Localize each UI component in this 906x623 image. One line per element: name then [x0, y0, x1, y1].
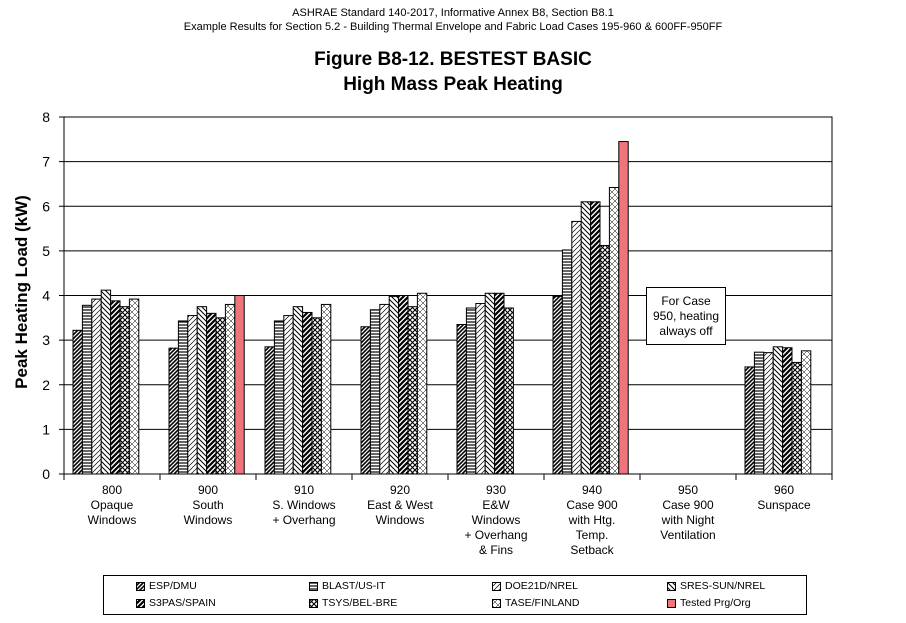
- y-axis-label: Peak Heating Load (kW): [12, 195, 31, 389]
- legend-swatch: [136, 582, 145, 591]
- x-tick-label: 940 Case 900 with Htg. Temp. Setback: [566, 483, 618, 557]
- legend-swatch: [492, 582, 501, 591]
- legend-swatch: [667, 599, 676, 608]
- bar: [618, 141, 629, 475]
- bar: [128, 298, 140, 475]
- bar: [465, 307, 477, 475]
- bar: [552, 295, 563, 475]
- legend-swatch: [309, 582, 318, 591]
- bar: [273, 320, 285, 475]
- note-line: 950, heating: [652, 309, 720, 323]
- bar: [571, 220, 582, 475]
- bar: [283, 315, 294, 475]
- x-tick-label: 800 Opaque Windows: [88, 483, 137, 527]
- legend-label: BLAST/US-IT: [322, 580, 386, 592]
- bar: [763, 352, 774, 475]
- legend-label: SRES-SUN/NREL: [680, 580, 766, 592]
- y-tick-label: 3: [42, 332, 50, 348]
- bar: [503, 307, 514, 475]
- bar: [561, 249, 573, 475]
- bar: [177, 320, 189, 475]
- bar: [119, 306, 130, 475]
- header-line-2: Example Results for Section 5.2 - Buildi…: [183, 21, 723, 33]
- legend-label: S3PAS/SPAIN: [149, 597, 216, 609]
- legend-swatch: [309, 599, 318, 608]
- bar: [360, 326, 371, 475]
- bar: [772, 346, 784, 475]
- legend-label: TSYS/BEL-BRE: [322, 597, 398, 609]
- bar: [580, 201, 592, 475]
- x-tick-label: 910 S. Windows + Overhang: [272, 483, 335, 527]
- x-tick-label: 920 East & West Windows: [367, 483, 433, 527]
- bar: [744, 366, 755, 475]
- bar: [791, 361, 802, 475]
- bar: [81, 304, 93, 475]
- y-tick-label: 0: [42, 466, 50, 482]
- case-950-note: For Case 950, heating always off: [646, 287, 726, 345]
- bar: [753, 351, 765, 475]
- bar: [187, 315, 198, 475]
- bar: [206, 312, 217, 475]
- legend: ESP/DMU BLAST/US-IT DOE21D/NREL SRES-SUN/NR…: [103, 575, 807, 615]
- x-tick-label: 900 South Windows: [184, 483, 233, 527]
- legend-label: Tested Prg/Org: [680, 597, 751, 609]
- bar: [292, 306, 304, 475]
- legend-label: DOE21D/NREL: [505, 580, 578, 592]
- y-tick-label: 1: [42, 421, 50, 437]
- bar: [590, 201, 601, 475]
- bar: [234, 295, 245, 475]
- y-tick-label: 7: [42, 154, 50, 170]
- bar: [302, 311, 313, 475]
- bar: [800, 350, 812, 475]
- y-tick-label: 2: [42, 377, 50, 393]
- bar: [475, 303, 486, 475]
- bar: [407, 306, 418, 475]
- bar: [100, 289, 112, 475]
- bar: [782, 347, 793, 475]
- legend-label: ESP/DMU: [149, 580, 197, 592]
- x-tick-label: 960 Sunspace: [757, 483, 811, 512]
- bar: [494, 292, 505, 475]
- y-tick-label: 6: [42, 198, 50, 214]
- chart-subtitle: High Mass Peak Heating: [343, 74, 563, 95]
- bar: [388, 295, 400, 475]
- bar: [224, 303, 236, 475]
- legend-swatch: [667, 582, 676, 591]
- bar: [398, 295, 409, 475]
- bar: [311, 317, 322, 475]
- bar: [168, 347, 179, 475]
- bar: [196, 306, 208, 475]
- bar: [215, 317, 226, 475]
- bar: [369, 309, 381, 475]
- bar: [72, 329, 83, 475]
- legend-label: TASE/FINLAND: [505, 597, 580, 609]
- bar: [110, 300, 121, 475]
- y-tick-label: 8: [42, 109, 50, 125]
- y-tick-label: 4: [42, 288, 50, 304]
- x-tick-label: 930 E&W Windows + Overhang & Fins: [464, 483, 527, 557]
- bar: [456, 324, 467, 475]
- note-line: always off: [659, 324, 713, 338]
- chart-title: Figure B8-12. BESTEST BASIC: [314, 49, 592, 70]
- bar: [599, 245, 610, 475]
- bar: [379, 303, 390, 475]
- bar: [264, 346, 275, 475]
- header-line-1: ASHRAE Standard 140-2017, Informative An…: [292, 7, 614, 19]
- x-tick-label: 950 Case 900 with Night Ventilation: [660, 483, 715, 542]
- legend-swatch: [136, 599, 145, 608]
- bar: [320, 303, 332, 475]
- note-line: For Case: [661, 294, 711, 308]
- legend-swatch: [492, 599, 501, 608]
- bar: [484, 292, 496, 475]
- y-tick-label: 5: [42, 243, 50, 259]
- bar: [91, 298, 102, 475]
- bar: [608, 187, 620, 475]
- bar: [416, 292, 428, 475]
